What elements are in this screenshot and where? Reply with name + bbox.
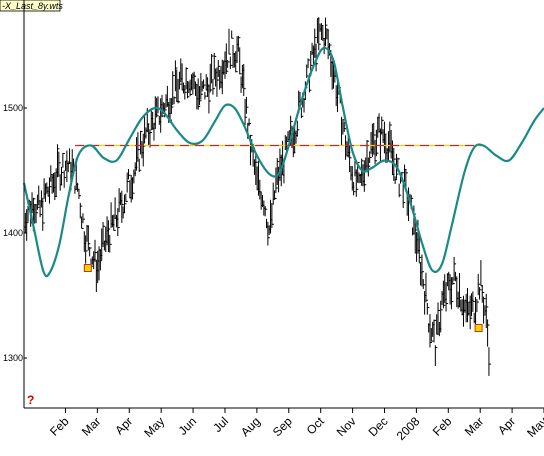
y-tick-label: 1500 (3, 103, 23, 113)
x-tick-label: Apr (495, 414, 518, 437)
x-tick-label: Mar (79, 414, 104, 439)
x-tick-label: May (141, 414, 167, 440)
turning-point-marker (83, 264, 92, 272)
x-tick-label: Dec (366, 414, 391, 439)
file-tab-label[interactable]: -X_Last_8y.wts (2, 1, 63, 11)
turning-point-marker (474, 324, 483, 332)
x-tick-label: Feb (47, 414, 72, 439)
x-tick-label: Oct (304, 414, 328, 438)
axes: 1300 1400 1500 Feb Mar Apr May Jun Jul Aug Sep Oct N… (3, 0, 544, 443)
x-tick-label: 2008 (394, 414, 423, 443)
x-tick-label: Sep (270, 414, 295, 439)
x-tick-label: Feb (430, 414, 455, 439)
y-tick-label: 1400 (3, 228, 23, 238)
help-marker[interactable]: ? (27, 393, 34, 407)
x-tick-label: May (524, 414, 544, 440)
price-series (23, 17, 491, 376)
cycle-projection-line (22, 46, 544, 278)
x-tick-label: Mar (462, 414, 487, 439)
y-tick-label: 1300 (3, 353, 23, 363)
x-tick-label: Aug (238, 414, 263, 439)
x-tick-label: Nov (334, 414, 359, 439)
x-tick-label: Jul (210, 414, 231, 435)
file-tab[interactable]: -X_Last_8y.wts (0, 0, 63, 12)
x-tick-label: Apr (112, 414, 135, 437)
x-tick-label: Jun (176, 414, 200, 438)
